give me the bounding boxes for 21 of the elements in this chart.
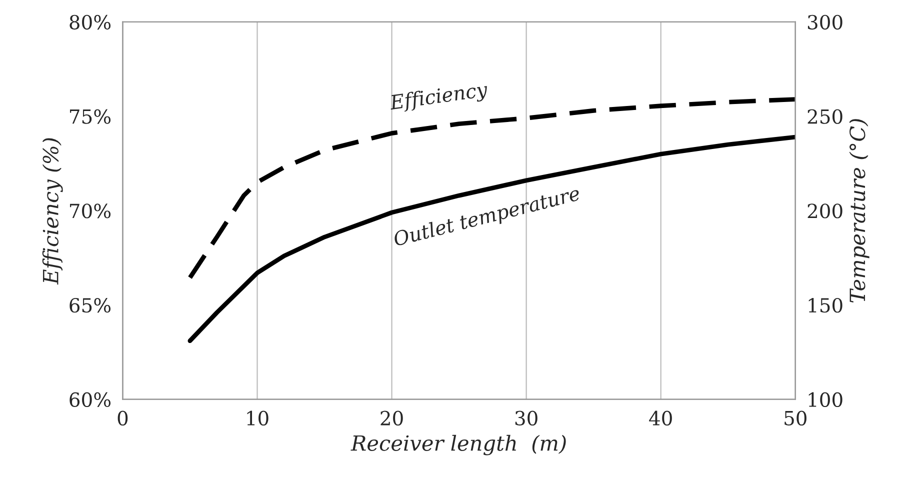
y2-tick-label: 100 xyxy=(808,392,842,408)
y-tick-label: 70% xyxy=(70,204,111,218)
line-series xyxy=(188,134,796,344)
y2-axis-title: Temperature (°C) xyxy=(849,119,870,303)
x-tick-label: 50 xyxy=(784,410,806,426)
y-tick-label: 60% xyxy=(70,392,111,408)
x-tick-label: 20 xyxy=(380,410,403,426)
x-tick-label: 0 xyxy=(118,410,128,426)
y-tick-label: 65% xyxy=(70,298,111,313)
x-axis-title: Receiver length (m) xyxy=(350,434,566,456)
y2-tick-label: 300 xyxy=(808,14,842,30)
y2-tick-label: 250 xyxy=(808,109,842,124)
y-tick-label: 80% xyxy=(70,14,111,30)
y-axis-title: Efficiency (%) xyxy=(42,138,63,285)
y2-tick-label: 200 xyxy=(808,204,842,218)
y-tick-label: 75% xyxy=(70,109,111,124)
text: Efficiency xyxy=(388,81,489,114)
x-tick-label: 30 xyxy=(515,410,538,426)
y2-tick-label: 150 xyxy=(808,298,842,313)
x-tick-label: 40 xyxy=(649,410,672,426)
x-tick-label: 10 xyxy=(247,410,268,426)
